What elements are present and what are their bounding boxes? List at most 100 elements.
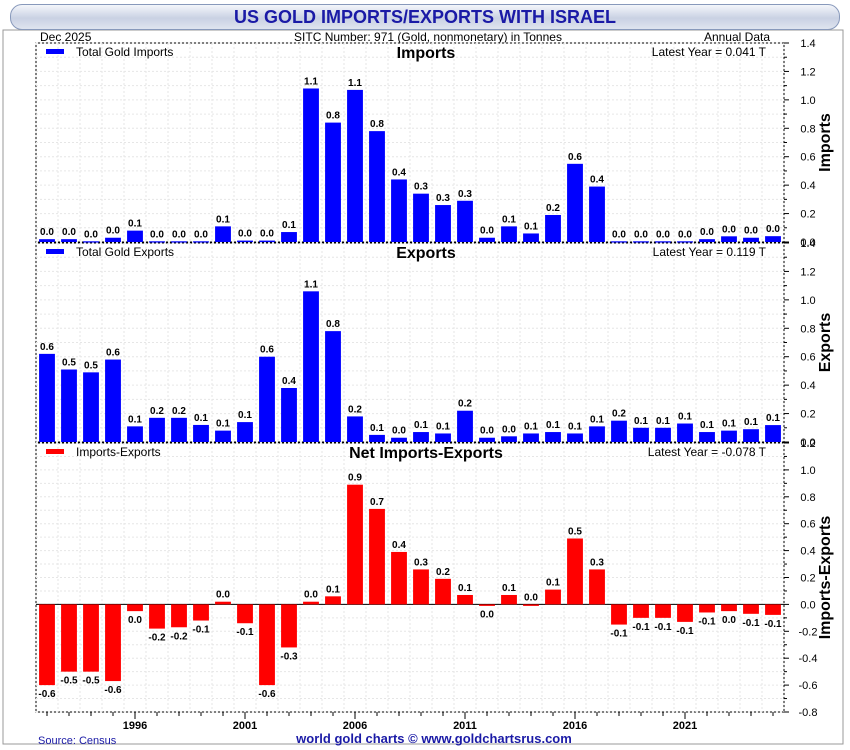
bar-net-2020 xyxy=(655,604,671,618)
panel-title: Net Imports-Exports xyxy=(349,445,503,462)
chart-panels: 0.0 0.2 0.4 0.6 0.8 1.0 1.2 1.4 Imports Imports To… xyxy=(35,38,834,719)
bar-exports-2016 xyxy=(567,433,583,442)
bar-exports-1993 xyxy=(61,369,77,442)
data-label-imports-2012: 0.0 xyxy=(480,226,494,237)
legend-swatch xyxy=(46,449,64,454)
data-label-imports-1996: 0.1 xyxy=(128,219,142,230)
bar-exports-1999 xyxy=(193,424,209,442)
data-label-net-2011: 0.1 xyxy=(458,583,472,594)
bar-exports-2013 xyxy=(501,436,517,442)
bar-net-2011 xyxy=(457,594,473,605)
data-label-net-2006: 0.9 xyxy=(348,473,362,484)
y-tick-label: 1.2 xyxy=(800,266,815,278)
bar-imports-2021 xyxy=(677,241,693,243)
bar-net-2010 xyxy=(435,578,451,605)
y-tick-label: 0.8 xyxy=(800,492,815,504)
bar-net-2015 xyxy=(545,589,561,605)
bar-exports-2010 xyxy=(435,433,451,442)
bar-net-1995 xyxy=(105,604,121,682)
bar-imports-2013 xyxy=(501,226,517,242)
data-label-imports-2022: 0.0 xyxy=(700,227,714,238)
data-label-exports-2002: 0.6 xyxy=(260,345,274,356)
bar-exports-2005 xyxy=(325,331,341,442)
bar-exports-2020 xyxy=(655,427,671,442)
bar-exports-1997 xyxy=(149,417,165,442)
data-label-exports-1997: 0.2 xyxy=(150,406,164,417)
data-label-exports-2020: 0.1 xyxy=(656,416,670,427)
data-label-imports-2003: 0.1 xyxy=(282,220,296,231)
bar-exports-2022 xyxy=(699,432,715,442)
legend-label: Total Gold Imports xyxy=(76,45,173,59)
report-frequency: Annual Data xyxy=(704,30,770,44)
data-label-imports-1992: 0.0 xyxy=(40,227,54,238)
data-label-imports-2007: 0.8 xyxy=(370,119,384,130)
bar-imports-2011 xyxy=(457,200,473,242)
data-label-exports-1993: 0.5 xyxy=(62,358,76,369)
bar-exports-2003 xyxy=(281,387,297,442)
bar-imports-2015 xyxy=(545,214,561,242)
data-label-net-2007: 0.7 xyxy=(370,497,384,508)
y-axis-title: Imports-Exports xyxy=(817,516,834,640)
panel-imports: 0.0 0.2 0.4 0.6 0.8 1.0 1.2 1.4 Imports Imports To… xyxy=(35,38,834,249)
data-label-net-2010: 0.2 xyxy=(436,567,450,578)
data-label-imports-1994: 0.0 xyxy=(84,229,98,240)
data-label-exports-2000: 0.1 xyxy=(216,419,230,430)
data-label-imports-2013: 0.1 xyxy=(502,214,516,225)
data-label-imports-2006: 1.1 xyxy=(348,78,362,89)
data-label-exports-1996: 0.1 xyxy=(128,414,142,425)
bar-net-2003 xyxy=(281,604,297,648)
data-label-net-2022: -0.1 xyxy=(698,616,716,627)
bar-net-2024 xyxy=(743,604,759,614)
panel-net: -0.8 -0.6 -0.4 -0.2 0.0 0.2 0.4 0.6 0.8 1.0 1.2 Imp… xyxy=(35,438,834,719)
bar-net-1994 xyxy=(83,604,99,672)
bar-exports-2002 xyxy=(259,356,275,442)
bar-net-2025 xyxy=(765,604,781,615)
data-label-net-2002: -0.6 xyxy=(258,689,276,700)
bar-exports-2017 xyxy=(589,426,605,442)
bar-imports-1994 xyxy=(83,241,99,243)
data-label-imports-2023: 0.0 xyxy=(722,224,736,235)
y-tick-label: 0.4 xyxy=(800,180,815,192)
bar-net-2022 xyxy=(699,604,715,613)
bar-imports-2002 xyxy=(259,240,275,243)
data-label-imports-2005: 0.8 xyxy=(326,111,340,122)
source-note: Source: Census xyxy=(38,735,117,747)
panel-title: Imports xyxy=(397,45,456,62)
report-subtitle: SITC Number: 971 (Gold, nonmonetary) in … xyxy=(294,30,562,44)
data-label-net-2001: -0.1 xyxy=(236,627,254,638)
bar-imports-2012 xyxy=(479,237,495,242)
data-label-exports-2004: 1.1 xyxy=(304,279,318,290)
data-label-exports-2018: 0.2 xyxy=(612,409,626,420)
data-label-exports-2003: 0.4 xyxy=(282,376,296,387)
bar-net-2008 xyxy=(391,551,407,605)
data-label-exports-2015: 0.1 xyxy=(546,420,560,431)
data-label-imports-1993: 0.0 xyxy=(62,227,76,238)
data-label-exports-2007: 0.1 xyxy=(370,423,384,434)
bar-imports-2008 xyxy=(391,179,407,242)
bar-imports-1996 xyxy=(127,230,143,242)
bar-net-2021 xyxy=(677,604,693,622)
data-label-exports-2016: 0.1 xyxy=(568,421,582,432)
y-tick-label: 0.2 xyxy=(800,573,815,585)
data-label-exports-2012: 0.0 xyxy=(480,426,494,437)
data-label-exports-1994: 0.5 xyxy=(84,360,98,371)
data-label-exports-2006: 0.2 xyxy=(348,404,362,415)
bar-imports-1999 xyxy=(193,241,209,243)
bar-net-1992 xyxy=(39,604,55,686)
bar-net-1999 xyxy=(193,604,209,621)
data-label-net-1998: -0.2 xyxy=(170,631,188,642)
data-label-imports-2008: 0.4 xyxy=(392,167,406,178)
data-label-net-2014: 0.0 xyxy=(524,592,538,603)
data-label-exports-1998: 0.2 xyxy=(172,406,186,417)
data-label-imports-2024: 0.0 xyxy=(744,226,758,237)
data-label-exports-1992: 0.6 xyxy=(40,342,54,353)
bar-imports-2020 xyxy=(655,241,671,243)
data-label-imports-2020: 0.0 xyxy=(656,229,670,240)
data-label-imports-2021: 0.0 xyxy=(678,229,692,240)
data-label-imports-2011: 0.3 xyxy=(458,189,472,200)
bar-exports-2019 xyxy=(633,427,649,442)
y-tick-label: 0.0 xyxy=(800,599,815,611)
data-label-imports-2000: 0.1 xyxy=(216,214,230,225)
x-tick-label: 2021 xyxy=(673,720,697,732)
bar-imports-1995 xyxy=(105,237,121,242)
